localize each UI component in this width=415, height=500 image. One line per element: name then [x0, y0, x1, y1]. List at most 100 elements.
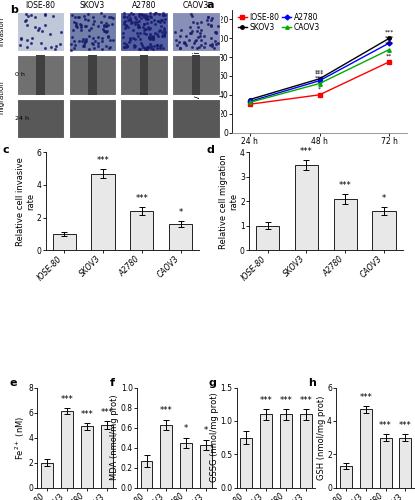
Point	[22, 10, 29, 18]
Point	[127, 34, 133, 42]
Point	[197, 32, 203, 40]
Point	[130, 10, 137, 18]
Text: ***: ***	[385, 42, 394, 47]
Point	[188, 10, 194, 18]
Point	[198, 36, 204, 44]
Point	[205, 20, 211, 28]
Point	[204, 16, 210, 24]
Point	[88, 24, 95, 32]
Point	[89, 40, 95, 48]
Point	[17, 34, 24, 42]
Point	[100, 27, 107, 35]
Point	[150, 36, 156, 44]
Point	[131, 43, 137, 51]
Bar	[260, 414, 272, 488]
Bar	[300, 414, 312, 488]
Point	[77, 26, 84, 34]
Point	[101, 21, 107, 29]
Point	[143, 14, 149, 22]
A2780	[317, 78, 322, 84]
Point	[158, 16, 164, 24]
Point	[98, 10, 105, 18]
Point	[122, 22, 129, 30]
Point	[149, 35, 156, 43]
Point	[173, 41, 180, 49]
Bar	[340, 466, 352, 487]
Point	[212, 28, 219, 36]
Point	[191, 37, 198, 45]
Point	[106, 42, 113, 50]
Point	[144, 16, 151, 24]
Text: d: d	[206, 144, 214, 154]
Point	[146, 36, 153, 44]
Point	[134, 22, 141, 30]
Point	[160, 32, 166, 40]
Point	[95, 39, 102, 47]
Bar	[68, 55, 116, 95]
Point	[129, 18, 135, 26]
Point	[102, 19, 109, 27]
Point	[123, 42, 130, 50]
Point	[81, 15, 88, 23]
Point	[135, 32, 142, 40]
Bar	[169, 224, 192, 250]
Text: ***: ***	[100, 408, 113, 417]
Text: CAOV3: CAOV3	[183, 0, 209, 10]
Point	[149, 46, 156, 54]
Point	[198, 42, 205, 50]
Point	[156, 26, 163, 34]
Point	[190, 38, 197, 46]
Text: ***: ***	[315, 69, 324, 74]
Y-axis label: Relative cell migration
rate: Relative cell migration rate	[219, 154, 239, 248]
Point	[130, 34, 137, 42]
Point	[128, 10, 134, 18]
Point	[123, 42, 130, 50]
Text: e: e	[10, 378, 17, 388]
Bar	[68, 12, 116, 51]
Point	[211, 37, 218, 45]
Point	[140, 23, 146, 31]
Text: c: c	[2, 144, 9, 154]
Point	[142, 46, 148, 54]
Legend: IOSE-80, SKOV3, A2780, CAOV3: IOSE-80, SKOV3, A2780, CAOV3	[236, 12, 322, 33]
Point	[149, 32, 156, 40]
Y-axis label: Fe$^{2+}$ (nM): Fe$^{2+}$ (nM)	[14, 416, 27, 460]
Point	[105, 22, 111, 30]
Point	[86, 32, 93, 40]
Point	[208, 34, 214, 42]
Point	[154, 42, 160, 50]
Point	[91, 17, 98, 25]
Point	[143, 13, 150, 21]
Point	[161, 30, 167, 38]
Point	[136, 23, 143, 31]
Point	[123, 42, 130, 50]
Point	[172, 28, 178, 36]
Point	[71, 44, 77, 52]
Point	[161, 30, 168, 38]
Point	[143, 46, 150, 54]
Point	[139, 12, 146, 20]
Text: ***: ***	[399, 421, 412, 430]
Point	[195, 43, 202, 51]
Point	[81, 12, 88, 20]
Point	[162, 10, 169, 18]
Point	[208, 21, 215, 29]
Point	[141, 26, 148, 34]
IOSE-80	[247, 101, 252, 107]
Point	[148, 44, 154, 52]
Point	[73, 24, 80, 32]
Point	[147, 30, 154, 38]
Point	[73, 22, 79, 30]
Bar	[172, 12, 220, 51]
Point	[139, 43, 146, 51]
Point	[141, 20, 148, 28]
Point	[126, 38, 133, 46]
Bar	[280, 414, 292, 488]
Point	[156, 10, 162, 18]
Text: ***: ***	[339, 181, 352, 190]
Point	[18, 34, 24, 42]
Text: ***: ***	[280, 396, 292, 405]
Point	[154, 42, 160, 50]
Point	[92, 38, 98, 46]
Point	[198, 18, 205, 26]
